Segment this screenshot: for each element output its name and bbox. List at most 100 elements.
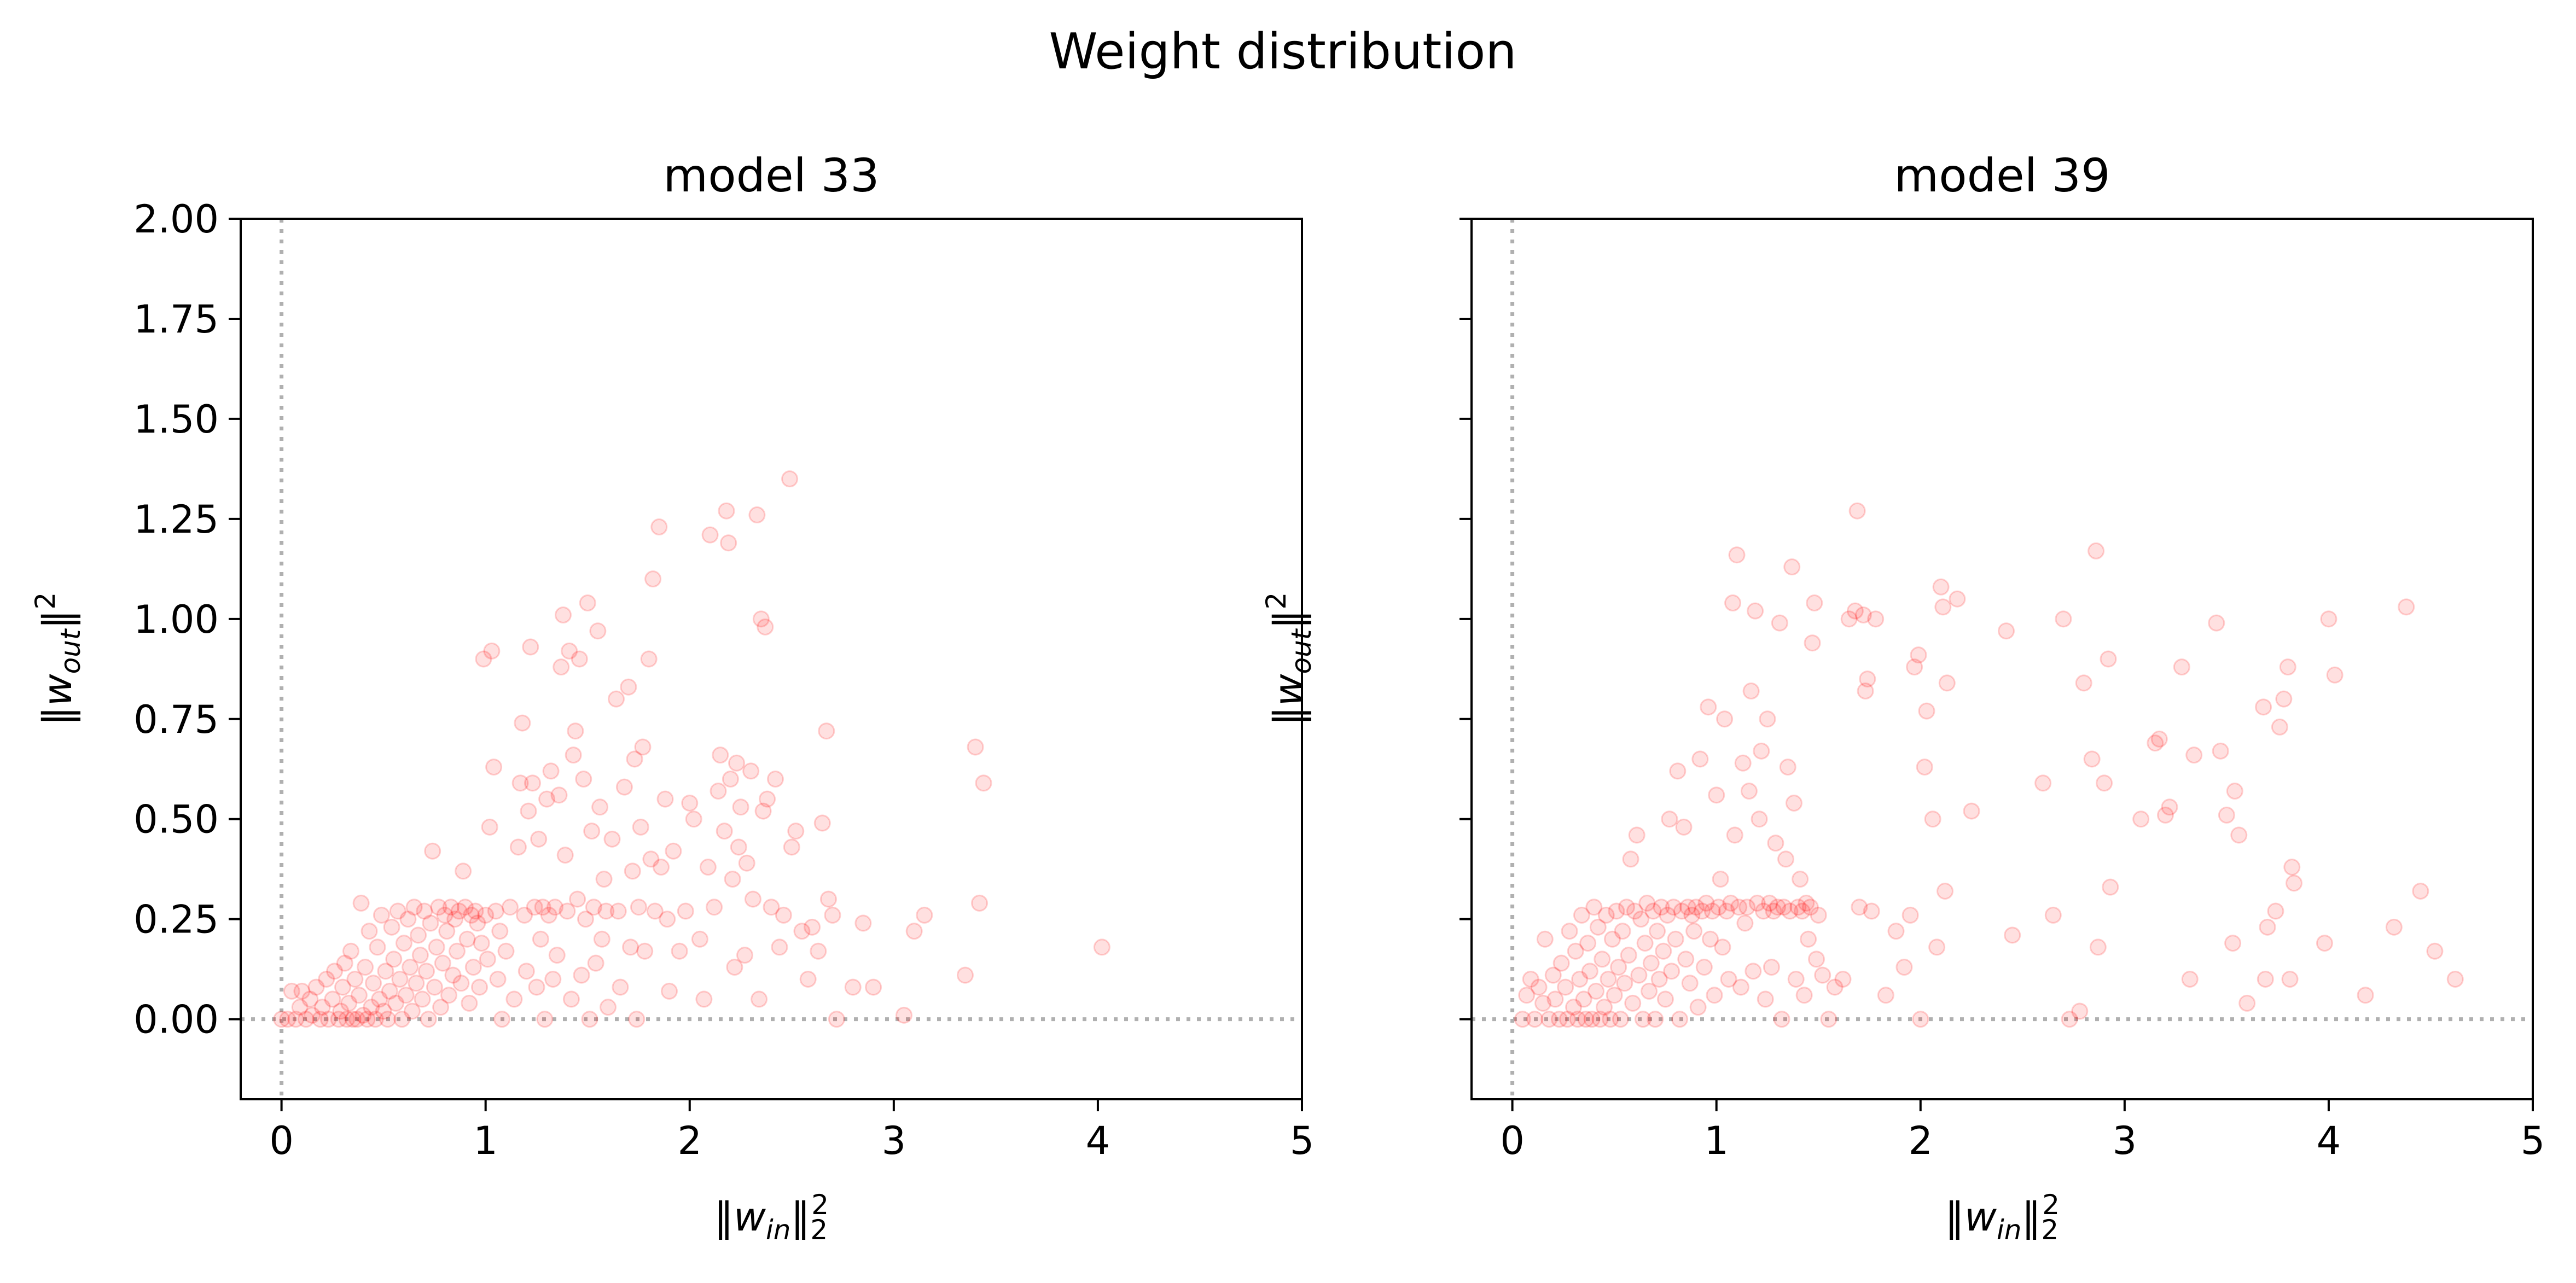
data-point: [2357, 987, 2374, 1004]
data-point: [344, 1011, 362, 1028]
data-point: [2208, 614, 2225, 632]
data-point: [1910, 646, 1927, 664]
data-point: [1638, 894, 1656, 912]
data-point: [1720, 970, 1737, 988]
data-point: [2004, 926, 2021, 944]
data-point: [799, 970, 817, 988]
data-point: [2034, 774, 2052, 792]
data-point: [1626, 902, 1643, 920]
data-point: [2150, 730, 2168, 748]
data-point: [1642, 954, 1660, 972]
data-point: [530, 830, 548, 848]
data-point: [1540, 1011, 1558, 1028]
data-point: [2267, 902, 2284, 920]
data-point: [710, 783, 727, 800]
data-point: [562, 990, 580, 1008]
data-point: [1763, 959, 1780, 976]
data-point: [340, 994, 358, 1012]
x-tick-label: 3: [882, 1118, 906, 1163]
data-point: [1573, 906, 1590, 924]
x-tick-label: 4: [2317, 1118, 2341, 1163]
data-point: [1895, 959, 1913, 976]
x-tick-label: 0: [269, 1118, 294, 1163]
data-point: [579, 594, 596, 612]
data-point: [2185, 747, 2203, 764]
data-point: [636, 942, 654, 960]
data-point: [1800, 930, 1817, 948]
data-point: [844, 978, 862, 996]
subplot-model-33: 0 1 2 3 4 5 0.00 0.25 0.50 0.75 1.00 1.25 1.50 1.75 2.…: [30, 149, 1314, 1246]
data-point: [752, 610, 770, 628]
data-point: [793, 923, 811, 940]
data-point: [1826, 978, 1844, 996]
data-point: [567, 722, 584, 740]
data-point: [1714, 938, 1731, 956]
data-point: [685, 810, 702, 828]
data-point: [1820, 1011, 1837, 1028]
data-point: [1649, 923, 1666, 940]
data-point: [2271, 718, 2288, 736]
data-point: [346, 970, 364, 988]
data-point: [1557, 978, 1574, 996]
data-point: [2230, 826, 2248, 844]
data-point: [2102, 878, 2119, 896]
data-point: [332, 1002, 350, 1020]
data-point: [620, 678, 637, 696]
data-point: [395, 935, 412, 952]
data-point: [1694, 902, 1711, 920]
data-point: [467, 902, 484, 920]
data-point: [432, 999, 450, 1016]
data-point: [1610, 959, 1627, 976]
data-point: [2212, 742, 2229, 760]
data-point: [1596, 999, 1613, 1016]
data-point: [546, 899, 564, 916]
data-point: [1798, 894, 1815, 912]
data-point: [307, 978, 325, 996]
data-point: [1653, 899, 1670, 916]
data-point: [585, 899, 602, 916]
data-point: [338, 1011, 356, 1028]
data-point: [763, 899, 780, 916]
data-point: [1559, 1011, 1576, 1028]
data-point: [591, 798, 609, 816]
data-point: [738, 854, 755, 872]
data-point: [326, 963, 344, 980]
data-point: [1779, 759, 1796, 776]
data-point: [497, 942, 515, 960]
data-point: [1751, 810, 1768, 828]
data-point: [1683, 906, 1701, 924]
data-point: [1783, 558, 1801, 576]
y-tick-label: 0.75: [133, 697, 219, 742]
data-point: [1846, 602, 1864, 620]
data-point: [813, 814, 831, 832]
data-point: [1795, 987, 1813, 1004]
data-point: [1854, 606, 1872, 623]
data-point: [1736, 914, 1754, 932]
data-point: [1748, 894, 1766, 912]
data-point: [318, 970, 335, 988]
data-point: [732, 798, 749, 816]
scatter-series: [1514, 502, 2464, 1028]
data-point: [1753, 742, 1770, 760]
data-point: [402, 959, 419, 976]
data-point: [1536, 930, 1554, 948]
data-point: [446, 911, 464, 928]
data-point: [385, 950, 403, 968]
data-point: [1697, 894, 1715, 912]
data-point: [477, 906, 495, 924]
data-point: [1781, 902, 1799, 920]
data-point: [1918, 702, 1935, 720]
y-axis-label: ‖wout‖2: [30, 592, 86, 726]
data-point: [1597, 906, 1615, 924]
data-point: [754, 802, 772, 820]
data-point: [479, 950, 496, 968]
data-point: [1912, 1011, 1929, 1028]
data-point: [375, 1002, 392, 1020]
data-point: [2426, 942, 2444, 960]
data-point: [1681, 975, 1699, 992]
data-point: [464, 959, 482, 976]
data-point: [559, 902, 576, 920]
data-point: [1709, 899, 1727, 916]
data-point: [410, 926, 427, 944]
